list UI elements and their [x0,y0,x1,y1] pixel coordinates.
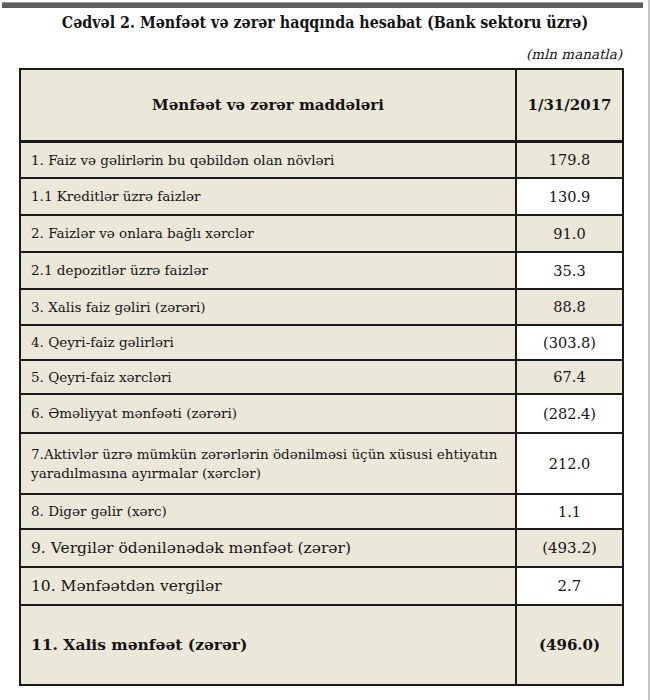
row-label: 3. Xalis faiz gəliri (zərəri) [20,289,516,325]
table-row: 2. Faizlər və onlara bağlı xərclər91.0 [20,215,623,252]
row-value: (493.2) [516,529,623,567]
row-label: 5. Qeyri-faiz xərcləri [20,360,516,394]
row-value: 179.8 [516,141,623,178]
row-label: 10. Mənfəətdən vergilər [20,567,516,605]
table-row: 2.1 depozitlər üzrə faizlər35.3 [20,252,623,289]
table-row: 9. Vergilər ödənilənədək mənfəət (zərər)… [20,529,623,567]
row-value: (496.0) [516,605,623,685]
row-label: 9. Vergilər ödənilənədək mənfəət (zərər) [20,529,516,567]
column-header-items: Mənfəət və zərər maddələri [20,69,516,141]
row-label: 7.Aktivlər üzrə mümkün zərərlərin ödənil… [20,433,516,494]
table-row: 11. Xalis mənfəət (zərər)(496.0) [20,605,623,685]
row-value: 91.0 [516,215,623,252]
row-label: 2.1 depozitlər üzrə faizlər [20,252,516,289]
row-value: 35.3 [516,252,623,289]
table-row: 8. Digər gəlir (xərc)1.1 [20,494,623,529]
table-row: 1. Faiz və gəlirlərin bu qəbildən olan n… [20,141,623,178]
profit-loss-table: Mənfəət və zərər maddələri 1/31/2017 1. … [19,68,624,686]
column-header-date: 1/31/2017 [516,69,623,141]
units-note: (mln manatla) [0,46,622,62]
table-row: 1.1 Kreditlər üzrə faizlər130.9 [20,178,623,215]
row-label: 11. Xalis mənfəət (zərər) [20,605,516,685]
row-value: 67.4 [516,360,623,394]
table-row: 5. Qeyri-faiz xərcləri67.4 [20,360,623,394]
table-row: 6. Əməliyyat mənfəəti (zərəri)(282.4) [20,394,623,433]
row-value: 130.9 [516,178,623,215]
row-value: 212.0 [516,433,623,494]
row-value: 88.8 [516,289,623,325]
table-row: 4. Qeyri-faiz gəlirləri(303.8) [20,325,623,360]
page-title: Cədvəl 2. Mənfəət və zərər haqqında hesa… [52,12,598,32]
row-label: 8. Digər gəlir (xərc) [20,494,516,529]
table-header-row: Mənfəət və zərər maddələri 1/31/2017 [20,69,623,141]
table-row: 10. Mənfəətdən vergilər2.7 [20,567,623,605]
table-row: 7.Aktivlər üzrə mümkün zərərlərin ödənil… [20,433,623,494]
table-row: 3. Xalis faiz gəliri (zərəri)88.8 [20,289,623,325]
row-label: 2. Faizlər və onlara bağlı xərclər [20,215,516,252]
window-top-edge [2,2,643,8]
row-value: 1.1 [516,494,623,529]
row-label: 1. Faiz və gəlirlərin bu qəbildən olan n… [20,141,516,178]
row-label: 6. Əməliyyat mənfəəti (zərəri) [20,394,516,433]
row-value: 2.7 [516,567,623,605]
table-body: 1. Faiz və gəlirlərin bu qəbildən olan n… [20,141,623,685]
row-value: (303.8) [516,325,623,360]
row-value: (282.4) [516,394,623,433]
row-label: 4. Qeyri-faiz gəlirləri [20,325,516,360]
row-label: 1.1 Kreditlər üzrə faizlər [20,178,516,215]
